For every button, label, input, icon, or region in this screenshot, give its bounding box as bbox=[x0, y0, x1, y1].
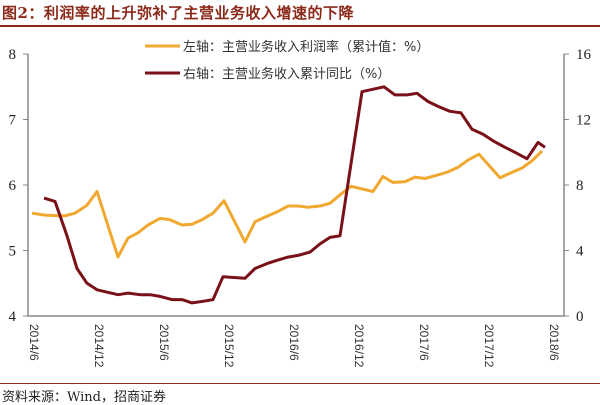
right-tick-label: 16 bbox=[576, 47, 592, 63]
right-tick-label: 4 bbox=[576, 244, 584, 260]
left-tick-label: 4 bbox=[9, 309, 17, 325]
legend-label-revenue-yoy: 右轴：主营业务收入累计同比（%） bbox=[183, 66, 390, 82]
legend-label-profit-margin: 左轴：主营业务收入利润率（累计值：%） bbox=[183, 39, 429, 55]
title-divider bbox=[0, 25, 600, 27]
left-tick-label: 5 bbox=[9, 244, 17, 260]
axes: 4 5 6 7 8 0 4 8 12 16 2014/6 2014/12 2015/6 2015/12 20… bbox=[9, 47, 592, 368]
x-tick-label: 2014/12 bbox=[92, 324, 106, 368]
x-tick-label: 2016/6 bbox=[287, 324, 301, 361]
x-tick-label: 2015/6 bbox=[157, 324, 171, 361]
right-tick-label: 0 bbox=[576, 309, 584, 325]
right-tick-label: 8 bbox=[576, 178, 584, 194]
x-tick-label: 2014/6 bbox=[27, 324, 41, 361]
x-tick-label: 2017/12 bbox=[482, 324, 496, 368]
chart-title: 图2：利润率的上升弥补了主营业务收入增速的下降 bbox=[2, 4, 354, 22]
x-tick-label: 2017/6 bbox=[417, 324, 431, 361]
left-tick-label: 7 bbox=[9, 113, 17, 129]
legend: 左轴：主营业务收入利润率（累计值：%） 右轴：主营业务收入累计同比（%） bbox=[145, 39, 429, 82]
right-tick-label: 12 bbox=[576, 113, 591, 129]
left-tick-label: 6 bbox=[9, 178, 17, 194]
source-note: 资料来源：Wind，招商证券 bbox=[2, 390, 166, 405]
x-tick-label: 2018/6 bbox=[547, 324, 561, 361]
x-tick-label: 2015/12 bbox=[222, 324, 236, 368]
revenue-yoy-line bbox=[43, 85, 546, 305]
left-tick-label: 8 bbox=[9, 47, 17, 63]
series-lines bbox=[31, 85, 546, 305]
source-divider bbox=[0, 383, 600, 384]
profit-margin-line bbox=[31, 149, 544, 259]
x-tick-label: 2016/12 bbox=[352, 324, 366, 368]
